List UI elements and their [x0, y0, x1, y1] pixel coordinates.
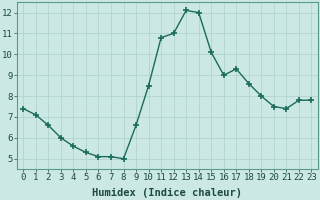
X-axis label: Humidex (Indice chaleur): Humidex (Indice chaleur)	[92, 188, 242, 198]
